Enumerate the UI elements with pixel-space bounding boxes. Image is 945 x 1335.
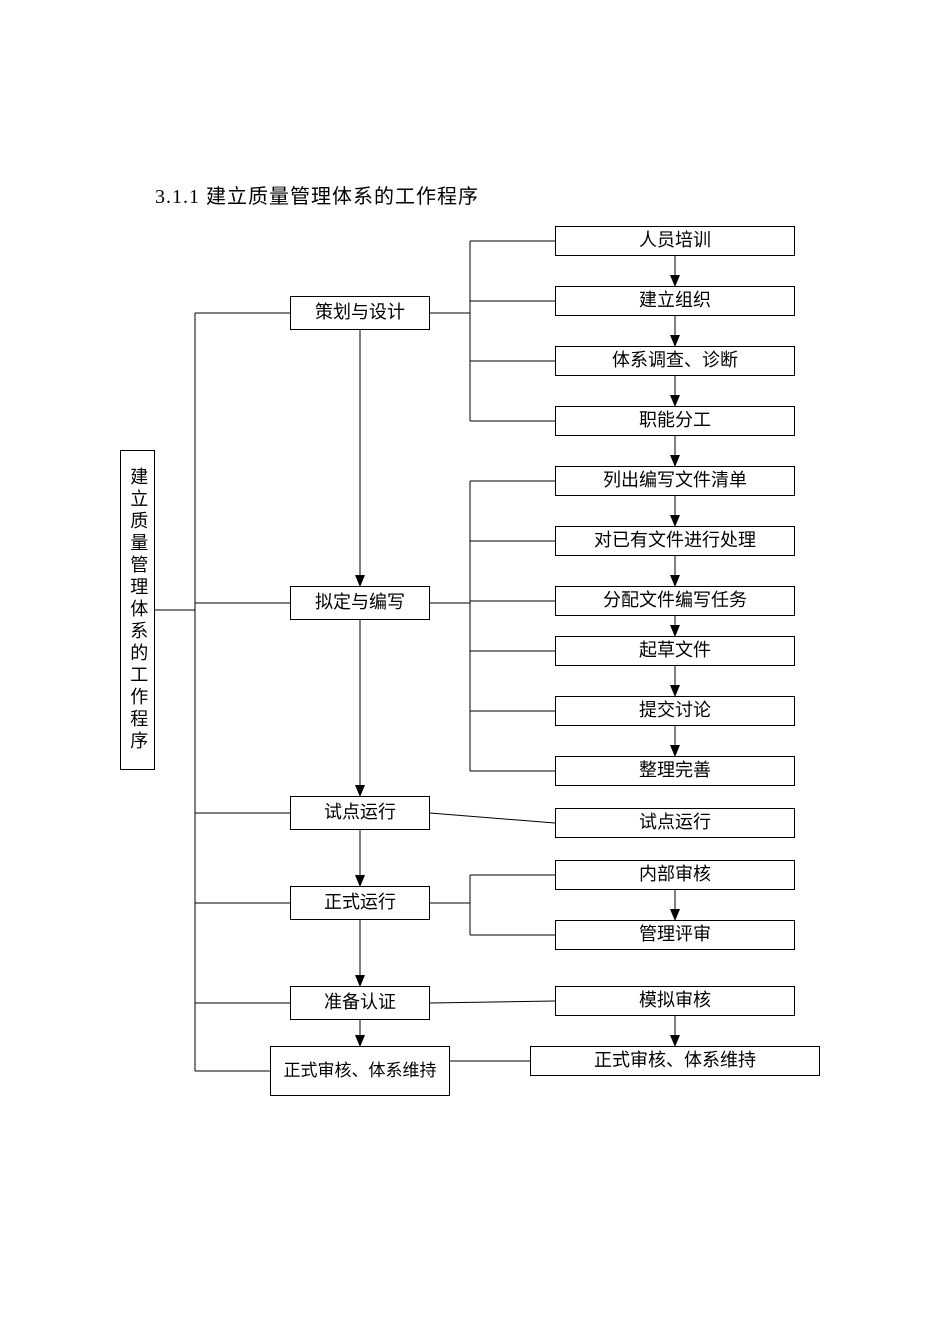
node-r10: 整理完善 — [555, 756, 795, 786]
node-r9: 提交讨论 — [555, 696, 795, 726]
node-r3: 体系调查、诊断 — [555, 346, 795, 376]
node-r8: 起草文件 — [555, 636, 795, 666]
node-r1: 人员培训 — [555, 226, 795, 256]
node-m5: 准备认证 — [290, 986, 430, 1020]
node-r12: 内部审核 — [555, 860, 795, 890]
page: 3.1.1 建立质量管理体系的工作程序 建立质量管理体系的工作程序 策划与设计 … — [0, 0, 945, 1335]
node-r7: 分配文件编写任务 — [555, 586, 795, 616]
node-r5: 列出编写文件清单 — [555, 466, 795, 496]
node-m4: 正式运行 — [290, 886, 430, 920]
node-m6: 正式审核、体系维持 — [270, 1046, 450, 1096]
node-r6: 对已有文件进行处理 — [555, 526, 795, 556]
node-r2: 建立组织 — [555, 286, 795, 316]
node-r14: 模拟审核 — [555, 986, 795, 1016]
node-r11: 试点运行 — [555, 808, 795, 838]
node-m3: 试点运行 — [290, 796, 430, 830]
node-root-label: 建立质量管理体系的工作程序 — [126, 467, 149, 753]
node-m1: 策划与设计 — [290, 296, 430, 330]
node-root: 建立质量管理体系的工作程序 — [120, 450, 155, 770]
node-m2: 拟定与编写 — [290, 586, 430, 620]
node-r4: 职能分工 — [555, 406, 795, 436]
node-r15: 正式审核、体系维持 — [530, 1046, 820, 1076]
section-heading: 3.1.1 建立质量管理体系的工作程序 — [155, 180, 479, 209]
node-r13: 管理评审 — [555, 920, 795, 950]
